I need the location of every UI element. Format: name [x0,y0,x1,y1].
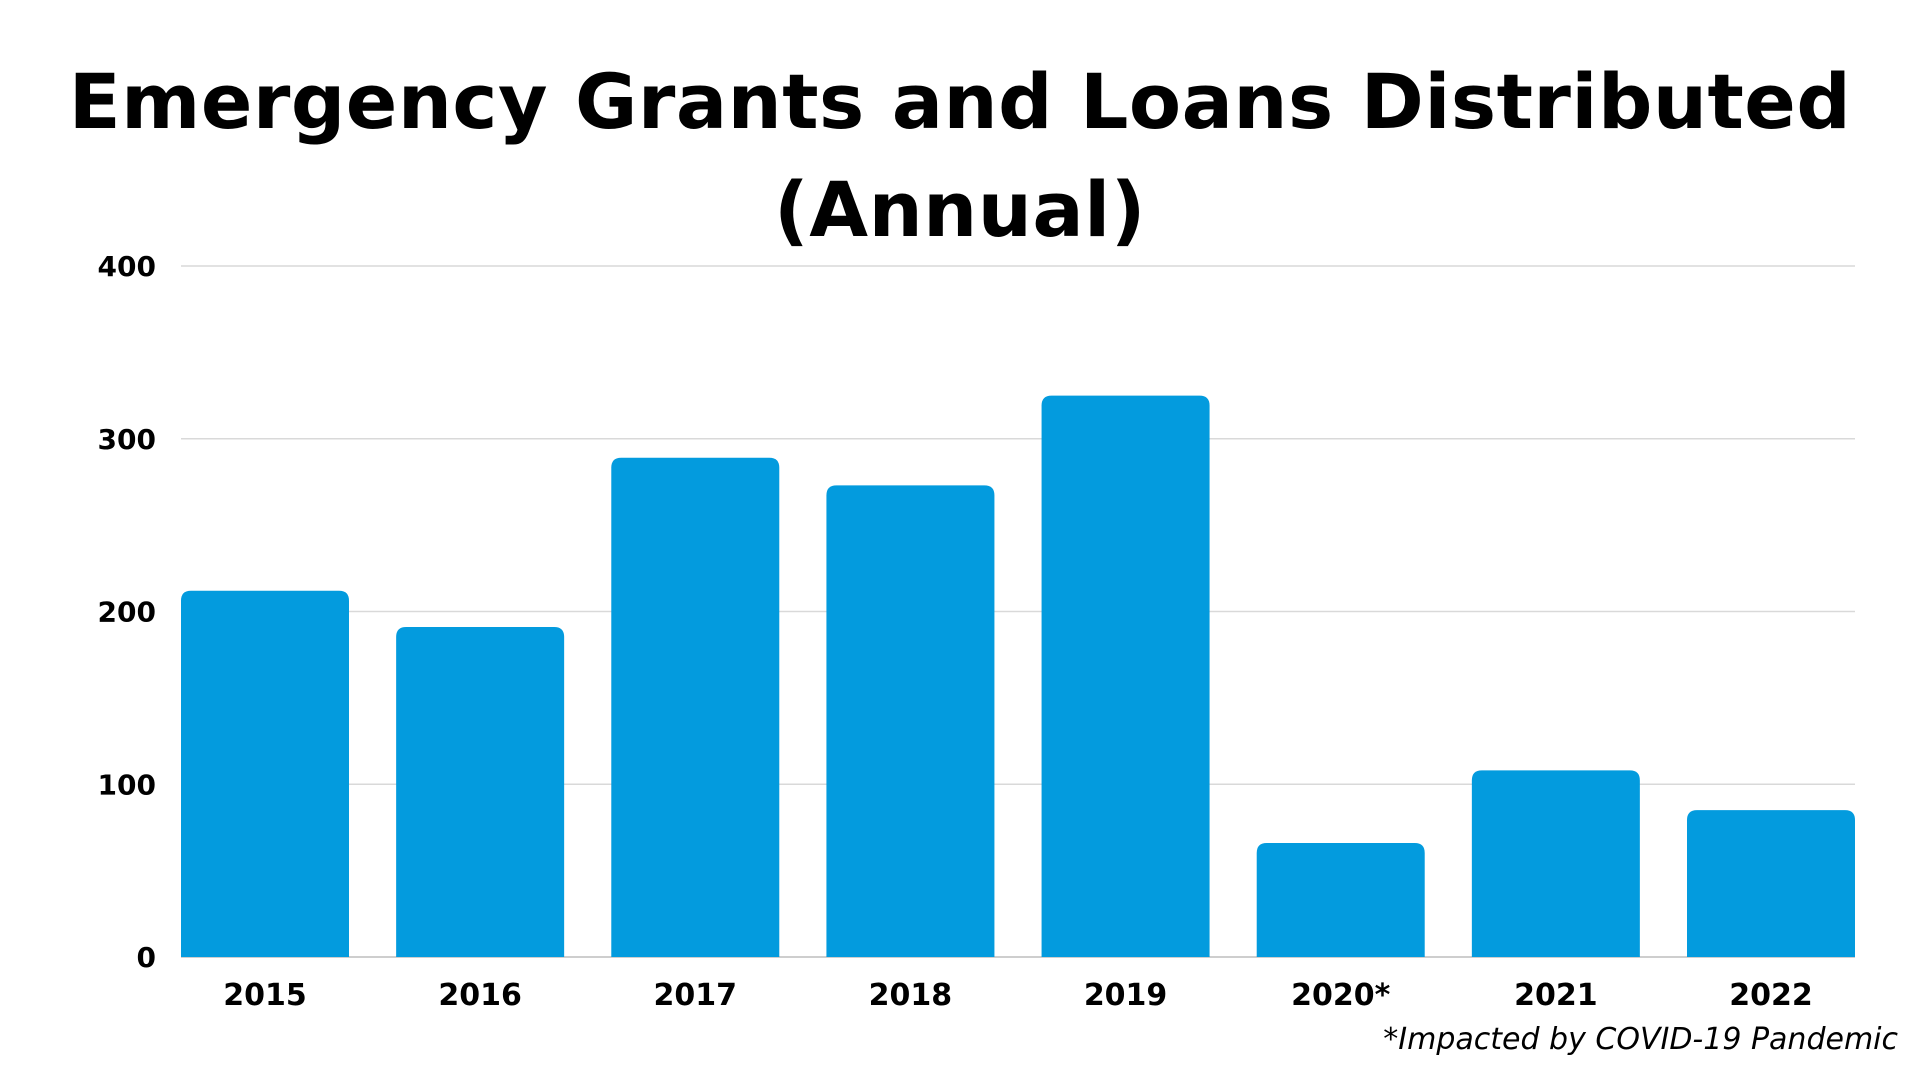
x-tick-label: 2020* [1291,978,1390,1013]
bar-2016 [396,627,565,957]
bar-2020 [1256,842,1425,957]
bar-2015 [181,590,349,957]
y-axis-ticks: 0 100 200 300 400 [98,250,156,974]
x-axis-ticks: 2015 2016 2017 2018 2019 2020* 2021 2022 [223,978,1813,1013]
x-tick-label: 2017 [654,978,738,1013]
y-tick-label: 100 [98,768,156,801]
x-tick-label: 2015 [223,978,307,1013]
bar-2018 [826,485,995,957]
x-tick-label: 2018 [869,978,953,1013]
x-tick-label: 2016 [438,978,522,1013]
x-tick-label: 2019 [1084,978,1168,1013]
bar-2019 [1041,395,1210,957]
x-tick-label: 2021 [1514,978,1598,1013]
bar-2022 [1687,810,1855,957]
bar-2021 [1471,770,1640,957]
x-tick-label: 2022 [1729,978,1813,1013]
bar-2017 [611,457,780,957]
chart-subtitle: (Annual) [774,165,1146,254]
y-tick-label: 0 [137,941,156,974]
y-tick-label: 300 [98,423,156,456]
y-tick-label: 400 [98,250,156,283]
chart-footnote: *Impacted by COVID-19 Pandemic [1383,1022,1898,1057]
chart-title: Emergency Grants and Loans Distributed [68,57,1852,146]
bars [181,395,1855,957]
y-tick-label: 200 [98,596,156,629]
